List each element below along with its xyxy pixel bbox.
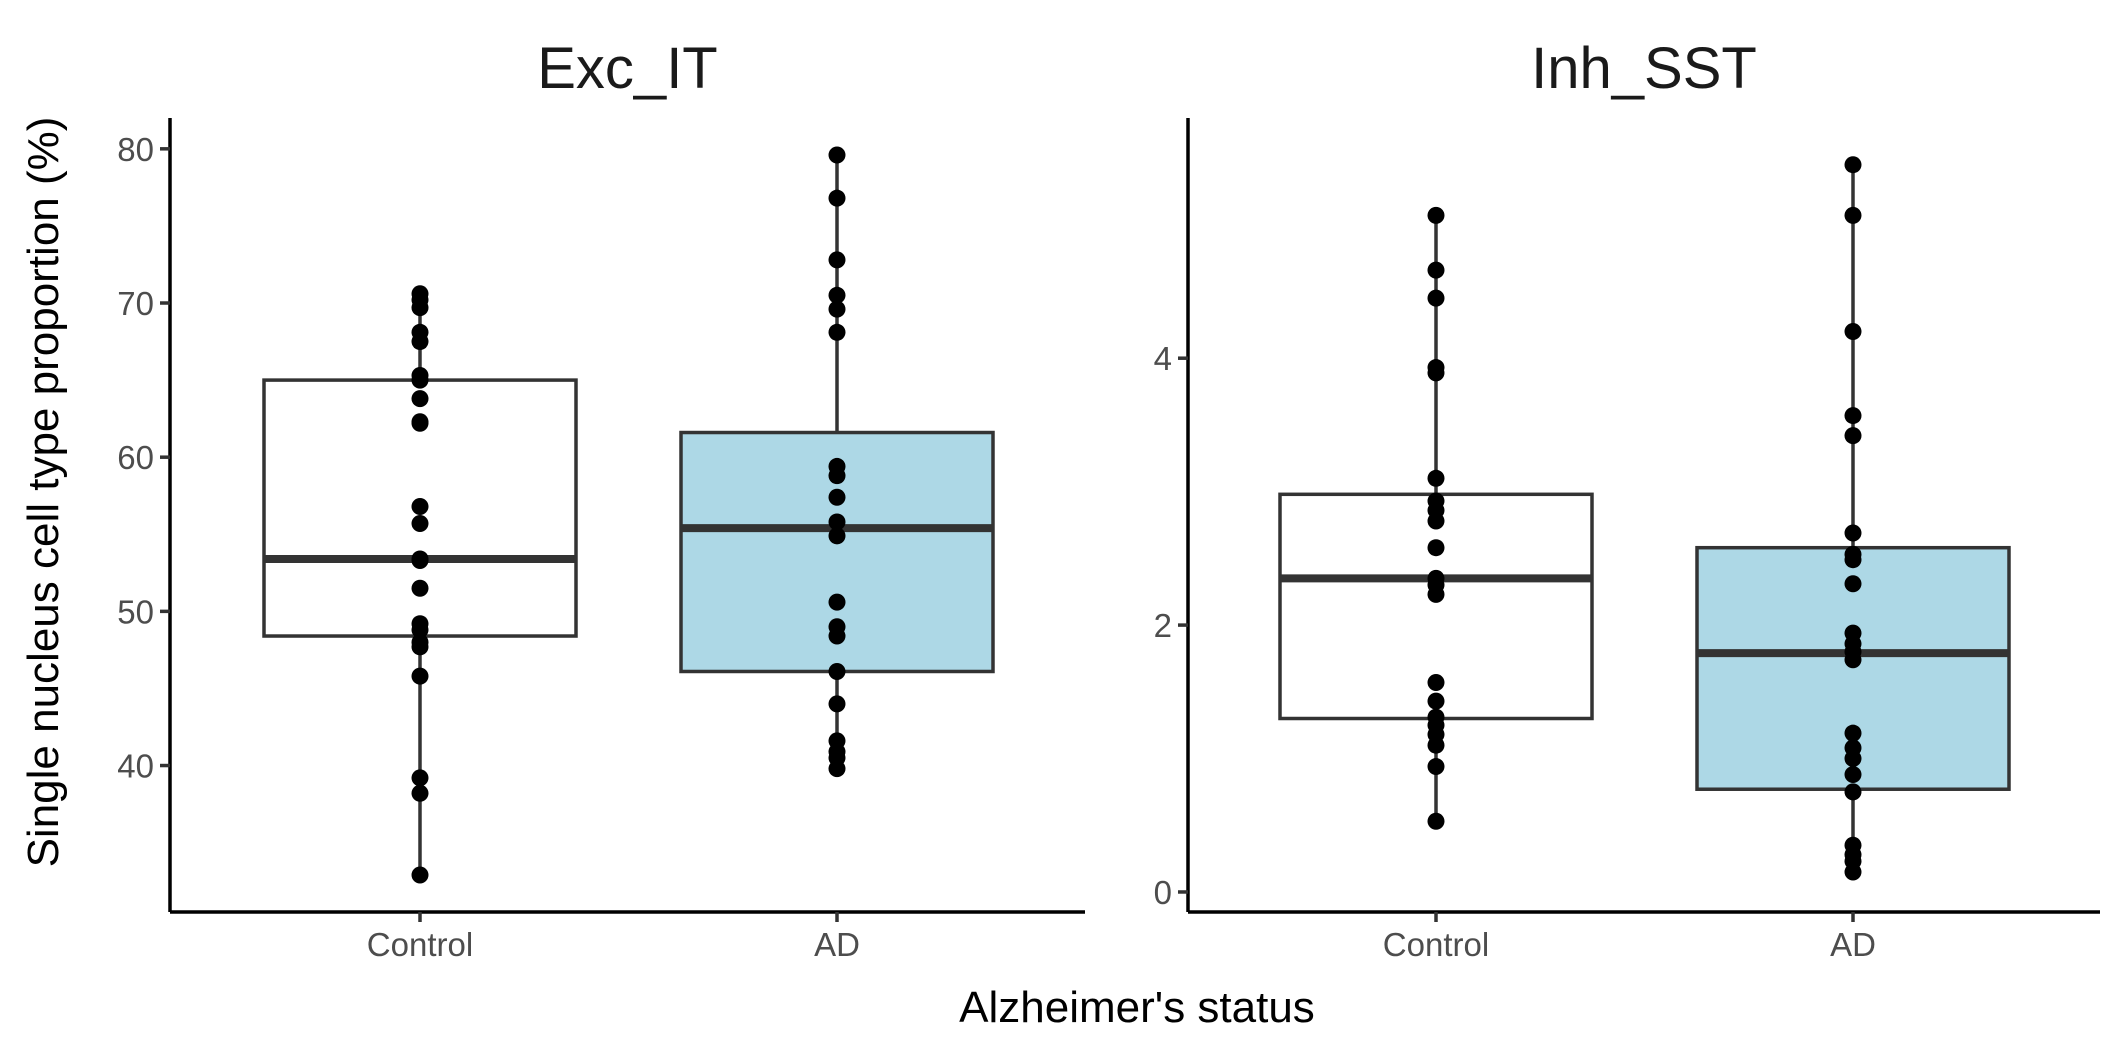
data-point-control [1427,692,1445,710]
data-point-ad [828,488,846,506]
x-tick-label: Control [367,926,473,963]
panel-exc-it: Exc_IT 40 50 60 70 80 Control AD [117,36,1085,963]
data-point-ad [1844,407,1862,425]
y-tick-label: 50 [117,593,154,630]
data-point-control [1427,364,1445,382]
data-point-control [411,866,429,884]
x-tick-label: Control [1383,926,1489,963]
data-point-control [1427,758,1445,776]
data-point-ad [828,513,846,531]
y-tick-label: 4 [1154,340,1172,377]
y-tick-label: 2 [1154,607,1172,644]
data-point-ad [828,300,846,318]
data-point-ad [828,627,846,645]
x-axis-title: Alzheimer's status [959,983,1315,1032]
data-point-control [411,551,429,569]
data-point-ad [1844,651,1862,669]
y-tick-label: 80 [117,131,154,168]
y-tick-label: 70 [117,285,154,322]
data-point-ad [1844,206,1862,224]
panel-title: Inh_SST [1531,36,1757,101]
data-point-control [1427,469,1445,487]
data-point-control [411,638,429,656]
data-point-control [411,414,429,432]
data-point-control [411,371,429,389]
data-point-ad [828,527,846,545]
x-tick-label: AD [814,926,860,963]
panel-title: Exc_IT [537,36,718,101]
data-point-control [1427,736,1445,754]
y-tick-label: 40 [117,748,154,785]
data-point-control [1427,512,1445,530]
data-point-control [1427,261,1445,279]
data-point-control [1427,585,1445,603]
data-point-ad [828,695,846,713]
data-point-ad [1844,323,1862,341]
data-point-ad [1844,783,1862,801]
data-point-ad [828,251,846,269]
y-tick-label: 60 [117,439,154,476]
data-point-ad [1844,750,1862,768]
data-point-ad [828,286,846,304]
data-point-control [411,621,429,639]
data-point-control [411,498,429,516]
panel-inh-sst: Inh_SST 0 2 4 Control AD [1154,36,2100,963]
data-point-ad [1844,551,1862,569]
data-point-control [1427,539,1445,557]
data-point-ad [1844,524,1862,542]
data-point-ad [1844,575,1862,593]
data-point-ad [828,760,846,778]
data-point-ad [1844,724,1862,742]
data-point-control [411,667,429,685]
data-point-ad [828,593,846,611]
data-point-control [1427,673,1445,691]
data-point-control [411,299,429,317]
data-point-ad [1844,766,1862,784]
data-point-ad [828,467,846,485]
y-tick-label: 0 [1154,874,1172,911]
data-point-control [411,390,429,408]
x-tick-label: AD [1830,926,1876,963]
data-point-ad [828,662,846,680]
data-point-control [1427,289,1445,307]
data-point-ad [1844,427,1862,445]
data-point-ad [828,323,846,341]
data-point-control [411,333,429,351]
data-point-control [411,784,429,802]
data-point-control [411,514,429,532]
data-point-control [411,579,429,597]
data-point-ad [1844,156,1862,174]
data-point-ad [1844,863,1862,881]
data-point-control [411,769,429,787]
data-point-control [1427,812,1445,830]
y-axis-title: Single nucleus cell type proportion (%) [19,117,68,868]
data-point-ad [828,146,846,164]
data-point-control [1427,206,1445,224]
data-point-ad [828,189,846,207]
